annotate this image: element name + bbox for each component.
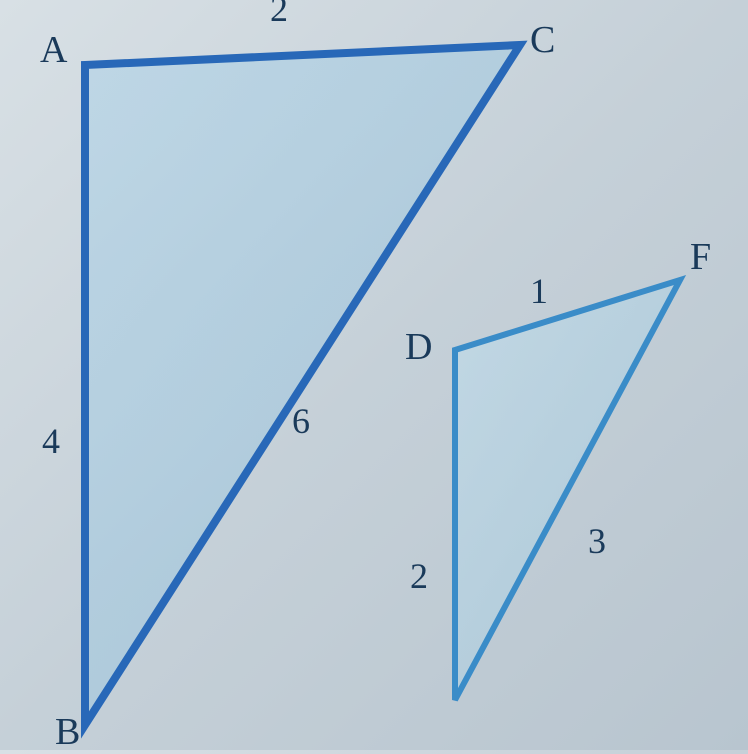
side-ac-label: 2 xyxy=(270,0,288,30)
side-bc-label: 6 xyxy=(292,400,310,442)
vertex-c-label: C xyxy=(530,18,555,62)
vertex-f-label: F xyxy=(690,235,711,279)
vertex-a-label: A xyxy=(40,28,67,72)
vertex-b-label: B xyxy=(55,710,80,754)
side-de-label: 2 xyxy=(410,555,428,597)
vertex-d-label: D xyxy=(405,325,432,369)
diagram-canvas xyxy=(0,0,748,750)
side-df-label: 1 xyxy=(530,270,548,312)
triangle-def xyxy=(455,280,680,700)
side-ab-label: 4 xyxy=(42,420,60,462)
side-ef-label: 3 xyxy=(588,520,606,562)
